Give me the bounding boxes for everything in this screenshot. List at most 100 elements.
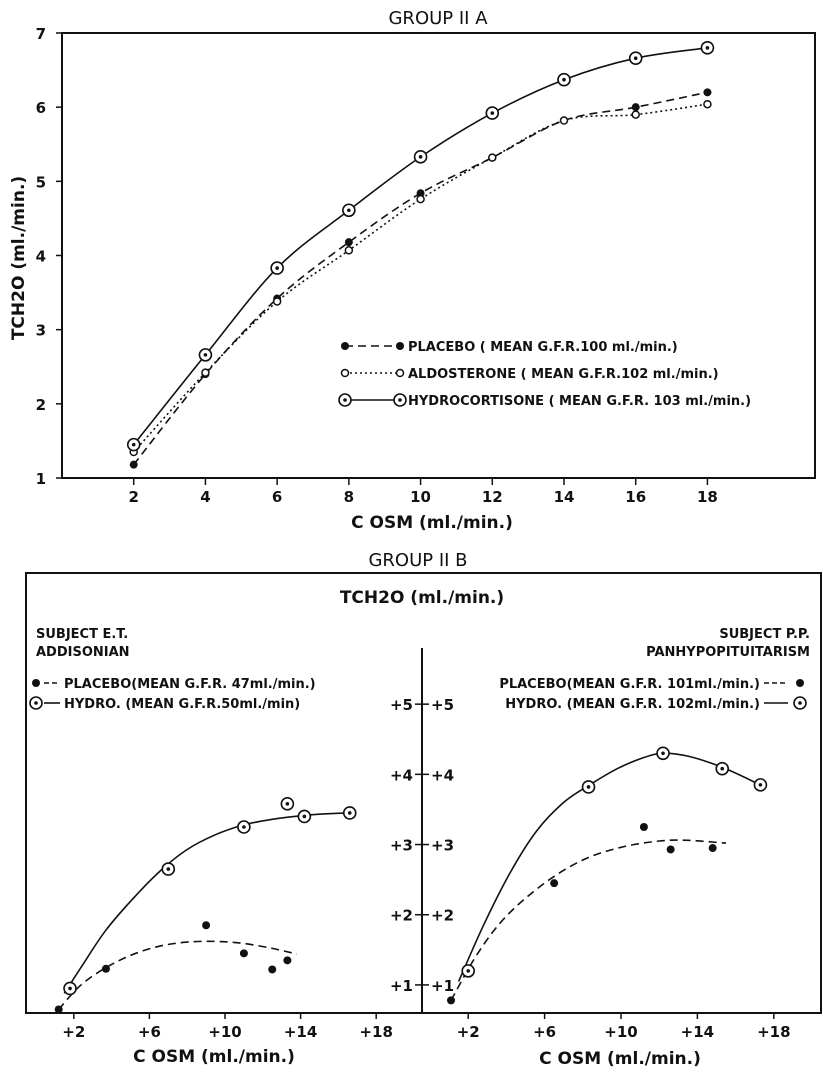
panel-1-point-1-0-center (466, 969, 471, 973)
panel-1-x-tick-label: +14 (681, 1023, 714, 1041)
group-2b-chart: GROUP II B TCH2O (ml./min.) +1 +1 +2 +2 +3 +3… (25, 550, 822, 1069)
panel-0-legend-marker-1-center (34, 701, 38, 705)
panel-0-point-1-0 (63, 981, 77, 996)
group-2a-x-tick-label: 2 (128, 488, 138, 506)
group-2a-point-0-3 (344, 238, 353, 247)
group-2a-legend-marker-right-2-center (398, 398, 402, 402)
panel-0-legend-label-0: PLACEBO(MEAN G.F.R. 47ml./min.) (64, 677, 316, 692)
group-2a-legend: PLACEBO ( MEAN G.F.R.100 ml./min.) ALDOST… (338, 340, 751, 409)
group-2a-point-1-7 (631, 110, 640, 119)
group-2a-point-2-6-center (562, 77, 566, 82)
group-2a-point-2-3 (342, 203, 356, 218)
panel-0-point-0-1 (101, 964, 110, 973)
group-2b-y-ticks: +1 +1 +2 +2 +3 +3 +4 +4 +5 +5 (390, 696, 454, 995)
panel-0-x-tick-label: +6 (138, 1023, 161, 1041)
group-2a-legend-marker-left-2-center (343, 398, 347, 402)
panel-1-x-tick-label: +18 (757, 1023, 790, 1041)
panel-1-x-tick-label: +2 (457, 1023, 480, 1041)
panel-0-legend-label-1: HYDRO. (MEAN G.F.R.50ml./min) (64, 697, 300, 712)
group-2a-y-tick-label: 4 (36, 248, 46, 266)
panel-1-legend-marker-1-center (798, 701, 802, 705)
panel-1-point-1-3 (715, 761, 730, 776)
panel-1-point-0-0 (447, 996, 456, 1005)
group-2a-legend-marker-left-1 (340, 368, 350, 378)
panel-0-point-1-3-center (285, 802, 290, 806)
group-2a-point-2-6 (557, 72, 571, 87)
group-2b-title: GROUP II B (368, 550, 467, 571)
panel-1-point-1-4-center (758, 783, 763, 787)
group-2a-series-line-2 (133, 47, 708, 446)
subject-et-condition: ADDISONIAN (36, 645, 130, 660)
subject-pp-legend: PLACEBO(MEAN G.F.R. 101ml./min.) HYDRO. (… (499, 677, 807, 712)
panel-1-point-1-0 (461, 964, 476, 978)
panel-0-point-1-1-center (166, 867, 171, 871)
panel-1-point-1-3-center (720, 766, 725, 771)
panel-0-x-tick-label: +2 (62, 1023, 85, 1041)
panel-0-legend-marker-0 (32, 679, 40, 687)
group-2a-x-tick-label: 16 (625, 488, 646, 506)
panel-1-point-1-2 (656, 746, 670, 761)
group-2a-legend-marker-right-0 (396, 342, 404, 350)
group-2a-series-line-1 (133, 103, 708, 453)
group-2a-series-line-0 (133, 91, 708, 466)
panel-0-x-tick-label: +10 (208, 1023, 241, 1041)
panel-1-point-1-2-center (661, 751, 665, 756)
subject-pp-condition: PANHYPOPITUITARISM (646, 645, 810, 660)
group-2a-point-0-7 (631, 103, 640, 112)
panel-1-point-1-1 (581, 780, 596, 794)
group-2a-point-2-0-center (131, 442, 136, 447)
panel-1-point-0-4 (708, 844, 717, 853)
panel-0-point-0-2 (202, 921, 211, 930)
panel-0-point-1-5-center (347, 811, 352, 815)
subject-et-name: SUBJECT E.T. (36, 627, 128, 642)
group-2a-y-axis-label: TCH2O (ml./min.) (9, 176, 29, 340)
group-2a-legend-marker-left-2 (338, 393, 352, 407)
group-2a-y-tick-label: 3 (36, 322, 46, 340)
panel-0-legend-marker-1 (29, 696, 43, 710)
panel-1-legend-marker-1 (793, 696, 807, 710)
panel-0-point-0-0 (54, 1005, 63, 1014)
panel-1-point-0-1 (550, 879, 559, 888)
panel-1-x-tick-label: +6 (533, 1023, 556, 1041)
panel-1-point-0-2 (639, 822, 648, 831)
group-2a-point-2-1-center (203, 353, 208, 357)
group-2a-legend-label-1: ALDOSTERONE ( MEAN G.F.R.102 ml./min.) (408, 367, 719, 382)
group-2a-x-tick-label: 8 (344, 488, 354, 506)
group-2a-point-2-2-center (275, 266, 279, 270)
group-2a-x-axis-label: C OSM (ml./min.) (351, 513, 513, 533)
group-2b-y-tick-label-left: +4 (390, 766, 413, 784)
group-2a-point-0-4 (416, 189, 425, 198)
subject-pp-x-ticks: +2 +6 +10 +14 +18 (457, 1013, 791, 1041)
panel-1-x-tick-label: +10 (604, 1023, 637, 1041)
group-2a-point-2-4 (413, 150, 428, 164)
group-2a-y-tick-label: 7 (36, 25, 46, 43)
subject-et-x-ticks: +2 +6 +10 +14 +18 (62, 1013, 393, 1041)
panel-0-series-line-0 (58, 940, 297, 1011)
group-2a-point-1-2 (272, 297, 282, 306)
panel-1-point-1-1-center (586, 785, 591, 789)
group-2a-point-2-5 (485, 106, 500, 120)
panel-0-point-1-2 (237, 820, 251, 834)
panel-0-point-1-1 (161, 862, 176, 876)
group-2b-y-tick-label-right: +5 (431, 696, 454, 714)
group-2a-point-2-7-center (633, 56, 638, 61)
group-2b-y-tick-label-right: +3 (431, 837, 454, 855)
group-2b-y-tick-label-right: +1 (431, 977, 454, 995)
panel-0-point-0-5 (283, 956, 292, 965)
group-2a-point-1-4 (416, 194, 425, 204)
group-2a-legend-label-0: PLACEBO ( MEAN G.F.R.100 ml./min.) (408, 340, 678, 355)
panel-1-legend-marker-0 (796, 679, 804, 687)
group-2a-x-tick-label: 10 (410, 488, 431, 506)
group-2b-y-tick-label-left: +1 (390, 977, 413, 995)
group-2a-y-tick-label: 5 (36, 173, 46, 191)
group-2a-x-tick-label: 14 (554, 488, 575, 506)
panel-0-point-0-3 (239, 949, 248, 958)
group-2a-point-0-0 (129, 460, 138, 469)
subject-et-legend: PLACEBO(MEAN G.F.R. 47ml./min.) HYDRO. (M… (29, 677, 316, 712)
group-2a-point-2-3-center (347, 208, 351, 213)
group-2a-x-tick-label: 18 (697, 488, 718, 506)
panel-1-point-1-4 (753, 778, 768, 792)
